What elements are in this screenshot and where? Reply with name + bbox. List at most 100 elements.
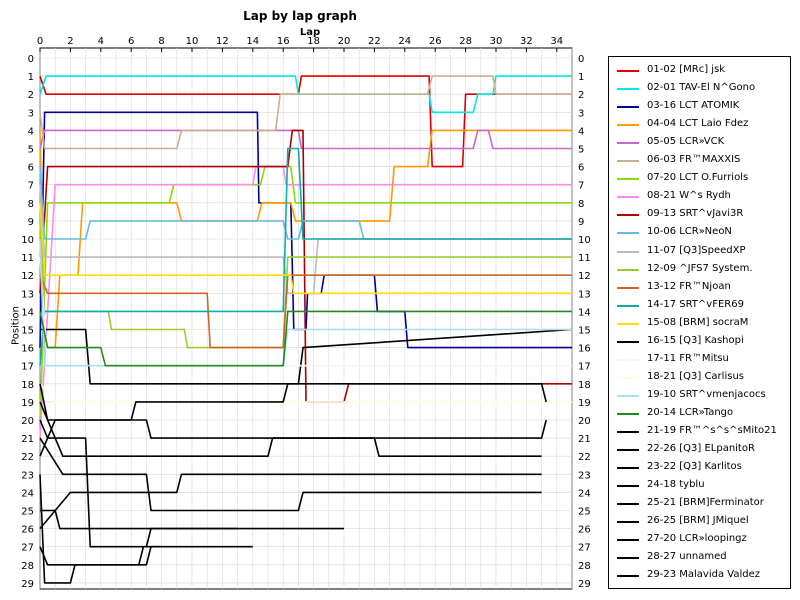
y-tick-label-right: 3	[578, 108, 584, 119]
y-tick-label-right: 25	[578, 507, 591, 518]
series-line-5	[39, 129, 572, 150]
legend-swatch	[617, 431, 639, 433]
legend-swatch	[617, 304, 639, 307]
legend-item: 11-07 [Q3]SpeedXP	[615, 245, 790, 259]
legend-item: 20-14 LCR»Tango	[615, 407, 790, 421]
x-tick-label: 2	[67, 36, 73, 47]
legend-item: 05-05 LCR»VCK	[615, 136, 790, 150]
y-tick-label-right: 21	[578, 434, 591, 445]
x-tick-label: 18	[307, 36, 320, 47]
y-tick-label-left: 26	[21, 525, 34, 536]
legend-label: 10-06 LCR»NeoN	[647, 226, 732, 238]
legend-label: 06-03 FR™MAXXIS	[647, 154, 741, 166]
x-tick-label: 14	[246, 36, 259, 47]
legend-item: 15-08 [BRM] socraM	[615, 317, 790, 331]
x-tick-label: 22	[368, 36, 381, 47]
legend-swatch	[617, 521, 639, 524]
legend-label: 02-01 TAV-El N^Gono	[647, 82, 756, 94]
series-line-15	[39, 202, 572, 295]
legend-label: 22-26 [Q3] ELpanitoR	[647, 443, 755, 455]
legend-item: 19-10 SRT^vmenjacocs	[615, 389, 790, 403]
legend-label: 15-08 [BRM] socraM	[647, 316, 749, 328]
y-tick-label-left: 28	[21, 561, 34, 572]
legend-label: 23-22 [Q3] Karlitos	[647, 461, 742, 473]
x-tick-label: 10	[186, 36, 199, 47]
legend-item: 18-21 [Q3] Carlisus	[615, 371, 790, 385]
y-tick-label-right: 5	[578, 145, 584, 156]
legend-swatch	[617, 268, 639, 271]
y-tick-label-right: 27	[578, 543, 591, 554]
legend-item: 17-11 FR™Mitsu	[615, 353, 790, 367]
y-tick-label-right: 11	[578, 253, 591, 264]
series-line-29	[39, 474, 162, 584]
legend-item: 26-25 [BRM] JMiquel	[615, 515, 790, 529]
y-tick-label-left: 24	[21, 488, 34, 499]
x-tick-label: 24	[398, 36, 411, 47]
y-tick-label-right: 2	[578, 90, 584, 101]
legend-item: 22-26 [Q3] ELpanitoR	[615, 443, 790, 457]
legend-swatch	[617, 340, 639, 343]
legend-swatch	[617, 70, 639, 72]
y-tick-label-right: 4	[578, 126, 584, 137]
y-tick-label-right: 28	[578, 561, 591, 572]
y-tick-label-left: 25	[21, 507, 34, 518]
y-tick-label-right: 23	[578, 470, 591, 481]
y-tick-label-left: 27	[21, 543, 34, 554]
y-tick-label-left: 6	[28, 163, 34, 174]
x-tick-label: 28	[459, 36, 472, 47]
legend-swatch	[617, 467, 639, 470]
series-line-27	[39, 419, 238, 548]
y-tick-label-right: 26	[578, 525, 591, 536]
x-tick-label: 4	[98, 36, 104, 47]
legend-swatch	[617, 575, 639, 578]
legend: 01-02 [MRc] jsk 02-01 TAV-El N^Gono 03-16 …	[608, 56, 791, 589]
legend-label: 16-15 [Q3] Kashopi	[647, 334, 744, 346]
legend-label: 24-18 tyblu	[647, 479, 705, 491]
y-tick-label-left: 17	[21, 362, 34, 373]
legend-swatch	[617, 539, 639, 542]
legend-swatch	[617, 412, 639, 415]
x-tick-label: 6	[128, 36, 134, 47]
legend-item: 23-22 [Q3] Karlitos	[615, 461, 790, 475]
series-line-25	[39, 437, 542, 512]
y-tick-label-left: 1	[28, 72, 34, 83]
y-tick-label-left: 8	[28, 199, 34, 210]
legend-item: 16-15 [Q3] Kashopi	[615, 335, 790, 349]
legend-item: 28-27 unnamed	[615, 551, 790, 565]
legend-label: 05-05 LCR»VCK	[647, 136, 725, 148]
y-tick-label-right: 19	[578, 398, 591, 409]
y-tick-label-left: 18	[21, 380, 34, 391]
y-tick-label-left: 12	[21, 271, 34, 282]
legend-swatch	[617, 160, 639, 163]
legend-label: 12-09 ^JFS7 System.	[647, 262, 753, 274]
legend-label: 13-12 FR™Njoan	[647, 280, 731, 292]
legend-item: 21-19 FR™^s^s^sMito21	[615, 425, 790, 439]
legend-item: 25-21 [BRM]Ferminator	[615, 497, 790, 511]
legend-swatch	[617, 232, 639, 235]
legend-label: 08-21 W^s Rydh	[647, 190, 731, 202]
y-tick-label-left: 7	[28, 181, 34, 192]
y-tick-label-right: 1	[578, 72, 584, 83]
legend-swatch	[617, 358, 639, 361]
legend-item: 27-20 LCR»loopingz	[615, 533, 790, 547]
y-tick-label-left: 4	[28, 126, 34, 137]
x-tick-label: 32	[520, 36, 533, 47]
y-tick-label-right: 8	[578, 199, 584, 210]
y-tick-label-right: 12	[578, 271, 591, 282]
y-tick-label-right: 10	[578, 235, 591, 246]
y-tick-label-left: 5	[28, 145, 34, 156]
x-tick-label: 8	[158, 36, 164, 47]
y-tick-label-right: 6	[578, 163, 584, 174]
series-line-6	[39, 75, 572, 150]
x-axis-label: Lap	[299, 27, 321, 38]
y-tick-label-right: 13	[578, 289, 591, 300]
series-line-16	[40, 328, 573, 385]
legend-label: 01-02 [MRc] jsk	[647, 64, 726, 75]
legend-swatch	[617, 322, 639, 325]
y-tick-label-left: 10	[21, 235, 34, 246]
legend-item: 13-12 FR™Njoan	[615, 281, 790, 295]
x-tick-label: 0	[37, 36, 43, 47]
legend-swatch	[617, 250, 639, 253]
legend-label: 28-27 unnamed	[647, 551, 727, 563]
x-tick-label: 16	[277, 36, 290, 47]
